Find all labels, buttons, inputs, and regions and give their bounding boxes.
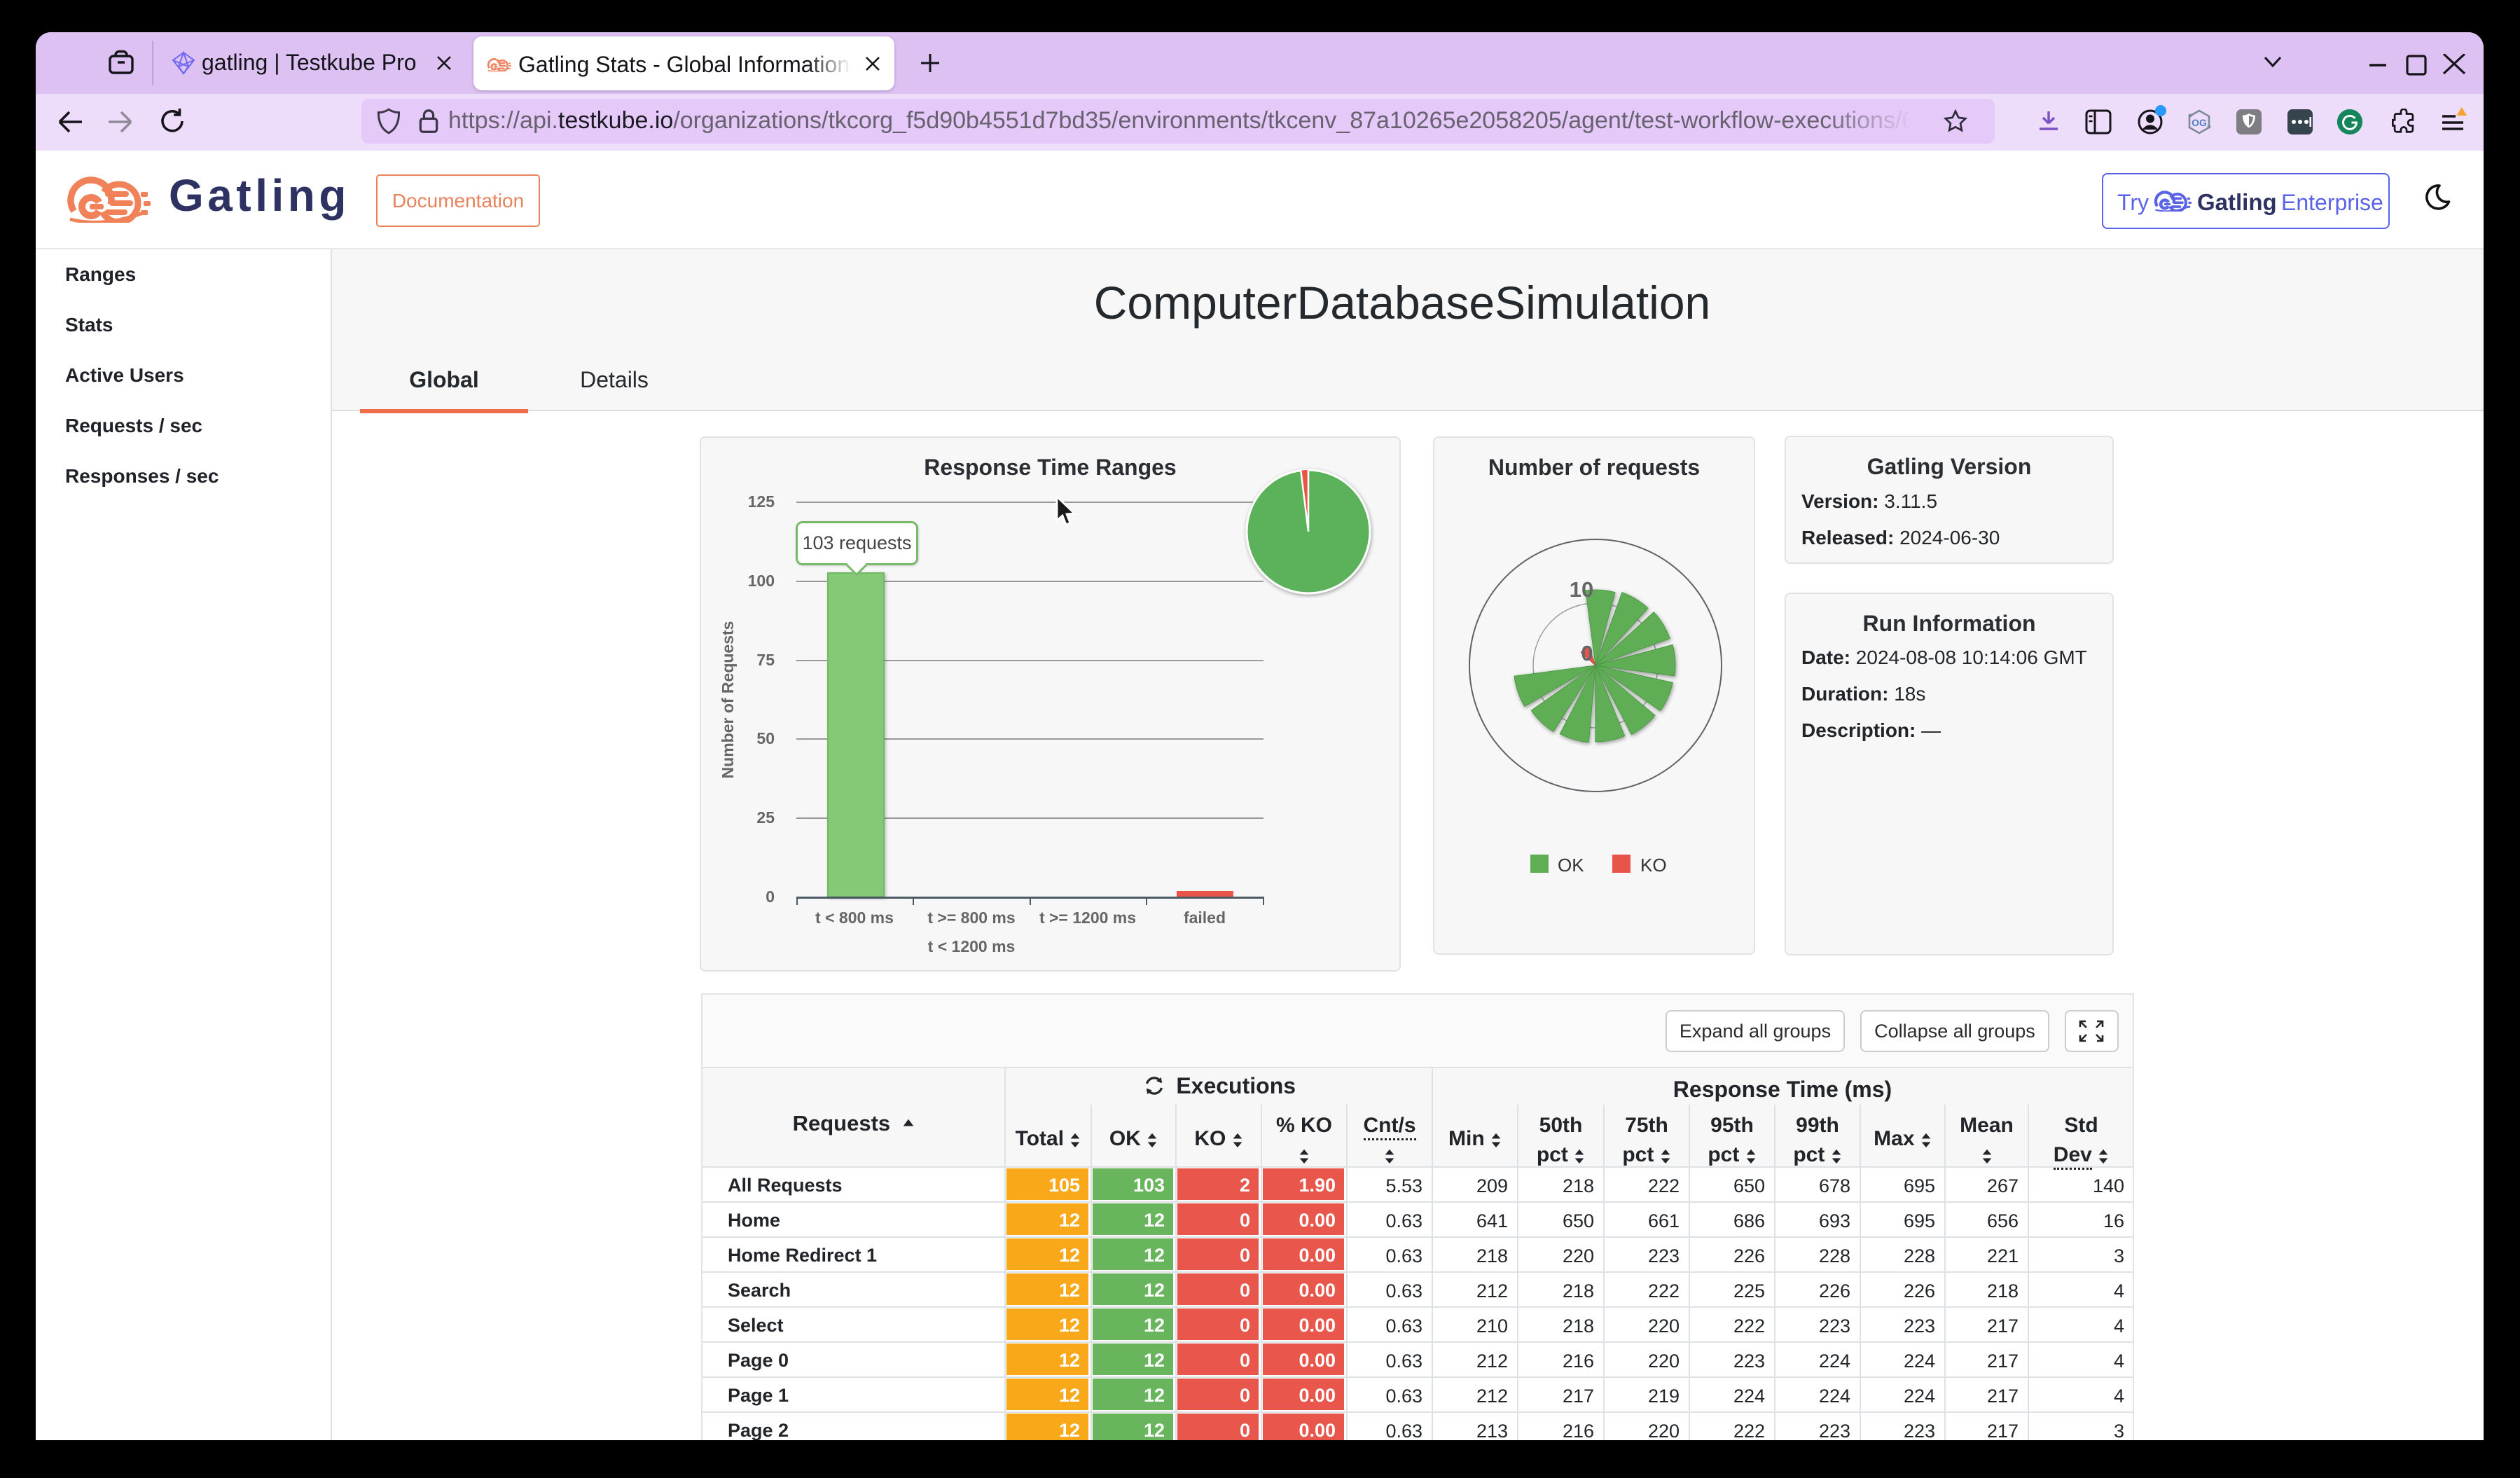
svg-text:OG: OG bbox=[2192, 117, 2207, 128]
svg-text:10: 10 bbox=[1570, 577, 1593, 602]
svg-text:0: 0 bbox=[1581, 641, 1593, 665]
